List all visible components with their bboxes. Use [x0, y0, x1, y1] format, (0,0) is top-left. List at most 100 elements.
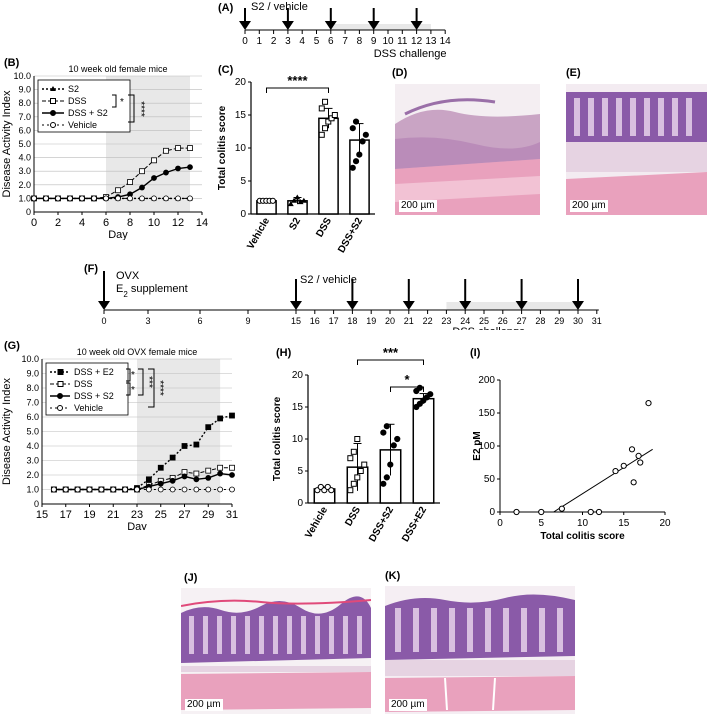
timeline-a-tick-label: 13 — [425, 36, 437, 47]
x-tick-label: DSS+S2 — [367, 505, 396, 544]
data-point-2 — [387, 461, 394, 468]
legend-label-3: Vehicle — [68, 120, 97, 130]
micrograph-d-tissue — [395, 84, 540, 215]
series-point-3 — [103, 195, 109, 202]
series-point-1 — [229, 464, 235, 471]
series-point-3 — [181, 486, 188, 493]
x-tick-label: 5 — [538, 518, 544, 529]
sig-bracket-3 — [138, 368, 144, 396]
timeline-a-tick-label: 6 — [328, 36, 334, 47]
x-tick-label: 20 — [659, 518, 671, 529]
x-tick-label: DSS+S2 — [336, 216, 365, 255]
legend-marker-3 — [50, 122, 56, 128]
data-point — [538, 508, 545, 516]
series-point-0 — [145, 476, 152, 483]
sig-label-2: * — [131, 385, 135, 396]
y-tick-label: 0 — [240, 209, 246, 220]
x-tick-label: 4 — [79, 217, 85, 229]
panel-label-a: (A) — [218, 2, 234, 14]
panel-label-d: (D) — [392, 67, 408, 79]
series-point-3 — [115, 195, 121, 202]
timeline-f-tick-label: 30 — [573, 316, 583, 326]
timeline-a-tick-label: 14 — [440, 36, 452, 47]
y-axis-label: E2 pM — [472, 431, 483, 460]
series-line-2 — [53, 472, 233, 491]
micrograph-d: 200 µm — [395, 84, 540, 215]
panel-label-g: (G) — [4, 340, 20, 352]
data-point-2 — [383, 423, 390, 430]
timeline-a-tick-label: 9 — [371, 36, 377, 47]
legend-marker-0 — [57, 369, 64, 375]
sig-bracket-2 — [128, 94, 135, 123]
data-point-1 — [361, 461, 368, 468]
series-point-0 — [157, 464, 164, 471]
series-point-3 — [169, 486, 176, 493]
timeline-f: 0 3 6 9 15 16 17 18 19 20 21 22 23 24 25 26 27 28 29 30 31 OV… — [98, 270, 602, 330]
y-tick-label: 3.0 — [18, 166, 31, 176]
scale-bar-k: 200 µm — [389, 699, 427, 711]
sig-bracket-1 — [112, 94, 117, 108]
series-point-3 — [157, 486, 164, 493]
legend-marker-2 — [57, 393, 63, 399]
bar-3 — [412, 397, 435, 504]
y-tick-label: 50 — [484, 474, 496, 485]
legend-label-0: DSS + E2 — [74, 367, 114, 377]
timeline-a-arrow-head — [324, 21, 337, 30]
data-point-1 — [347, 487, 354, 494]
timeline-a-tick-label: 5 — [314, 36, 320, 47]
y-tick-label: 5 — [297, 466, 303, 477]
data-point-2 — [383, 474, 390, 481]
y-tick-label: 0 — [34, 499, 39, 509]
y-tick-label: 2.0 — [26, 470, 39, 480]
y-tick-label: 100 — [478, 441, 495, 452]
series-point-2 — [187, 164, 193, 171]
legend-marker-1 — [57, 381, 64, 387]
timeline-f-tick-label: 31 — [592, 316, 602, 326]
series-point-3 — [110, 486, 117, 493]
series-point-3 — [145, 486, 152, 493]
sig-label-4: **** — [154, 380, 165, 396]
timeline-f-tick-label: 19 — [366, 316, 376, 326]
line-chart-b: 10 week old female mice 0 1.0 2.0 3.0 4.0 5.0 6… — [1, 64, 208, 240]
x-tick-label: Vehicle — [245, 216, 272, 252]
scale-bar-j: 200 µm — [185, 699, 223, 711]
timeline-a-tick-label: 7 — [342, 36, 348, 47]
series-point-2 — [205, 474, 212, 481]
timeline-a-tick-label: 11 — [397, 36, 408, 47]
timeline-f-tick-label: 3 — [145, 316, 150, 326]
x-tick-label: 10 — [577, 518, 589, 529]
series-point-1 — [217, 464, 224, 471]
y-tick-label: 15 — [292, 402, 304, 413]
sig-label-1: *** — [383, 345, 399, 360]
timeline-f-tick-label: 15 — [291, 316, 301, 326]
x-tick-label: S2 — [287, 216, 303, 232]
series-point-1 — [205, 467, 212, 474]
timeline-a-label-top: S2 / vehicle — [251, 1, 308, 13]
y-tick-label: 0 — [26, 207, 31, 217]
y-tick-label: 4.0 — [26, 441, 39, 451]
y-axis-label: Total colitis score — [272, 396, 283, 481]
data-point-3 — [352, 118, 360, 125]
series-point-0 — [229, 412, 235, 419]
timeline-f-tick-label: 21 — [404, 316, 414, 326]
timeline-f-tick-label: 28 — [535, 316, 545, 326]
data-point — [635, 452, 642, 460]
timeline-f-tick-label: 16 — [310, 316, 320, 326]
y-tick-label: 2.0 — [18, 180, 31, 190]
timeline-a-label-challenge: DSS challenge — [374, 48, 447, 60]
x-axis-label: Day — [108, 229, 128, 240]
x-tick-label: 31 — [226, 509, 238, 521]
panel-label-b: (B) — [4, 57, 20, 69]
micrograph-e: 200 µm — [566, 84, 707, 215]
data-point-3 — [427, 391, 434, 398]
x-tick-label: 0 — [31, 217, 37, 229]
data-point-1 — [350, 480, 357, 487]
panel-label-i: (I) — [470, 347, 481, 359]
sig-label-1: * — [120, 97, 124, 108]
y-tick-label: 200 — [478, 375, 495, 386]
timeline-f-tick-label: 29 — [554, 316, 564, 326]
series-point-3 — [79, 195, 85, 202]
x-tick-label: 8 — [127, 217, 133, 229]
timeline-a-arrow-head — [367, 21, 380, 30]
data-point-3 — [359, 138, 366, 145]
